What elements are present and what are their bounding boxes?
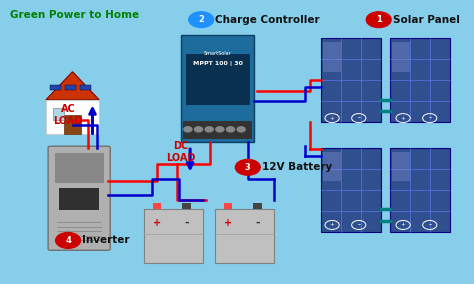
FancyBboxPatch shape xyxy=(46,100,99,133)
Text: 1: 1 xyxy=(376,15,382,24)
FancyBboxPatch shape xyxy=(53,108,64,120)
Text: -: - xyxy=(184,218,189,228)
Text: -: - xyxy=(255,218,260,228)
FancyBboxPatch shape xyxy=(50,85,62,90)
Circle shape xyxy=(194,127,202,132)
FancyBboxPatch shape xyxy=(182,203,191,210)
Text: AC
LOAD: AC LOAD xyxy=(54,105,83,126)
FancyBboxPatch shape xyxy=(153,203,162,210)
Text: +: + xyxy=(401,222,405,227)
Text: +: + xyxy=(330,222,335,227)
Text: -: - xyxy=(428,114,431,123)
Text: Charge Controller: Charge Controller xyxy=(215,15,320,25)
Text: Solar Panel: Solar Panel xyxy=(393,15,460,25)
Circle shape xyxy=(216,127,224,132)
Polygon shape xyxy=(46,72,99,100)
FancyBboxPatch shape xyxy=(254,203,263,210)
Text: SmartSolar: SmartSolar xyxy=(204,51,232,56)
Text: Inverter: Inverter xyxy=(82,235,130,245)
Text: 4: 4 xyxy=(65,236,71,245)
FancyBboxPatch shape xyxy=(215,210,274,263)
FancyBboxPatch shape xyxy=(48,146,110,250)
FancyBboxPatch shape xyxy=(323,42,341,72)
Text: -: - xyxy=(428,220,431,229)
Text: -: - xyxy=(357,114,360,123)
FancyBboxPatch shape xyxy=(390,38,450,122)
FancyBboxPatch shape xyxy=(323,152,341,181)
Circle shape xyxy=(236,159,260,175)
Text: +: + xyxy=(401,116,405,121)
Circle shape xyxy=(184,127,192,132)
FancyBboxPatch shape xyxy=(181,35,255,142)
FancyBboxPatch shape xyxy=(144,210,203,263)
FancyBboxPatch shape xyxy=(392,42,410,72)
FancyBboxPatch shape xyxy=(186,54,250,105)
Text: DC
LOAD: DC LOAD xyxy=(166,141,196,163)
Text: MPPT 100 | 30: MPPT 100 | 30 xyxy=(193,62,243,66)
Text: +: + xyxy=(224,218,232,228)
Circle shape xyxy=(237,127,245,132)
Circle shape xyxy=(227,127,235,132)
Circle shape xyxy=(366,12,391,28)
FancyBboxPatch shape xyxy=(64,115,82,133)
FancyBboxPatch shape xyxy=(55,153,104,183)
Text: 2: 2 xyxy=(198,15,204,24)
Text: Green Power to Home: Green Power to Home xyxy=(10,10,139,20)
FancyBboxPatch shape xyxy=(321,148,381,232)
Text: 12V Battery: 12V Battery xyxy=(262,162,332,172)
Circle shape xyxy=(205,127,213,132)
FancyBboxPatch shape xyxy=(59,188,99,210)
FancyBboxPatch shape xyxy=(183,121,252,139)
FancyBboxPatch shape xyxy=(392,152,410,181)
FancyBboxPatch shape xyxy=(321,38,381,122)
Text: 3: 3 xyxy=(245,163,251,172)
FancyBboxPatch shape xyxy=(390,148,450,232)
FancyBboxPatch shape xyxy=(65,85,76,90)
FancyBboxPatch shape xyxy=(224,203,232,210)
Text: +: + xyxy=(330,116,335,121)
FancyBboxPatch shape xyxy=(80,85,91,90)
Text: -: - xyxy=(357,220,360,229)
Circle shape xyxy=(55,233,81,248)
Circle shape xyxy=(189,12,214,28)
Text: +: + xyxy=(153,218,161,228)
